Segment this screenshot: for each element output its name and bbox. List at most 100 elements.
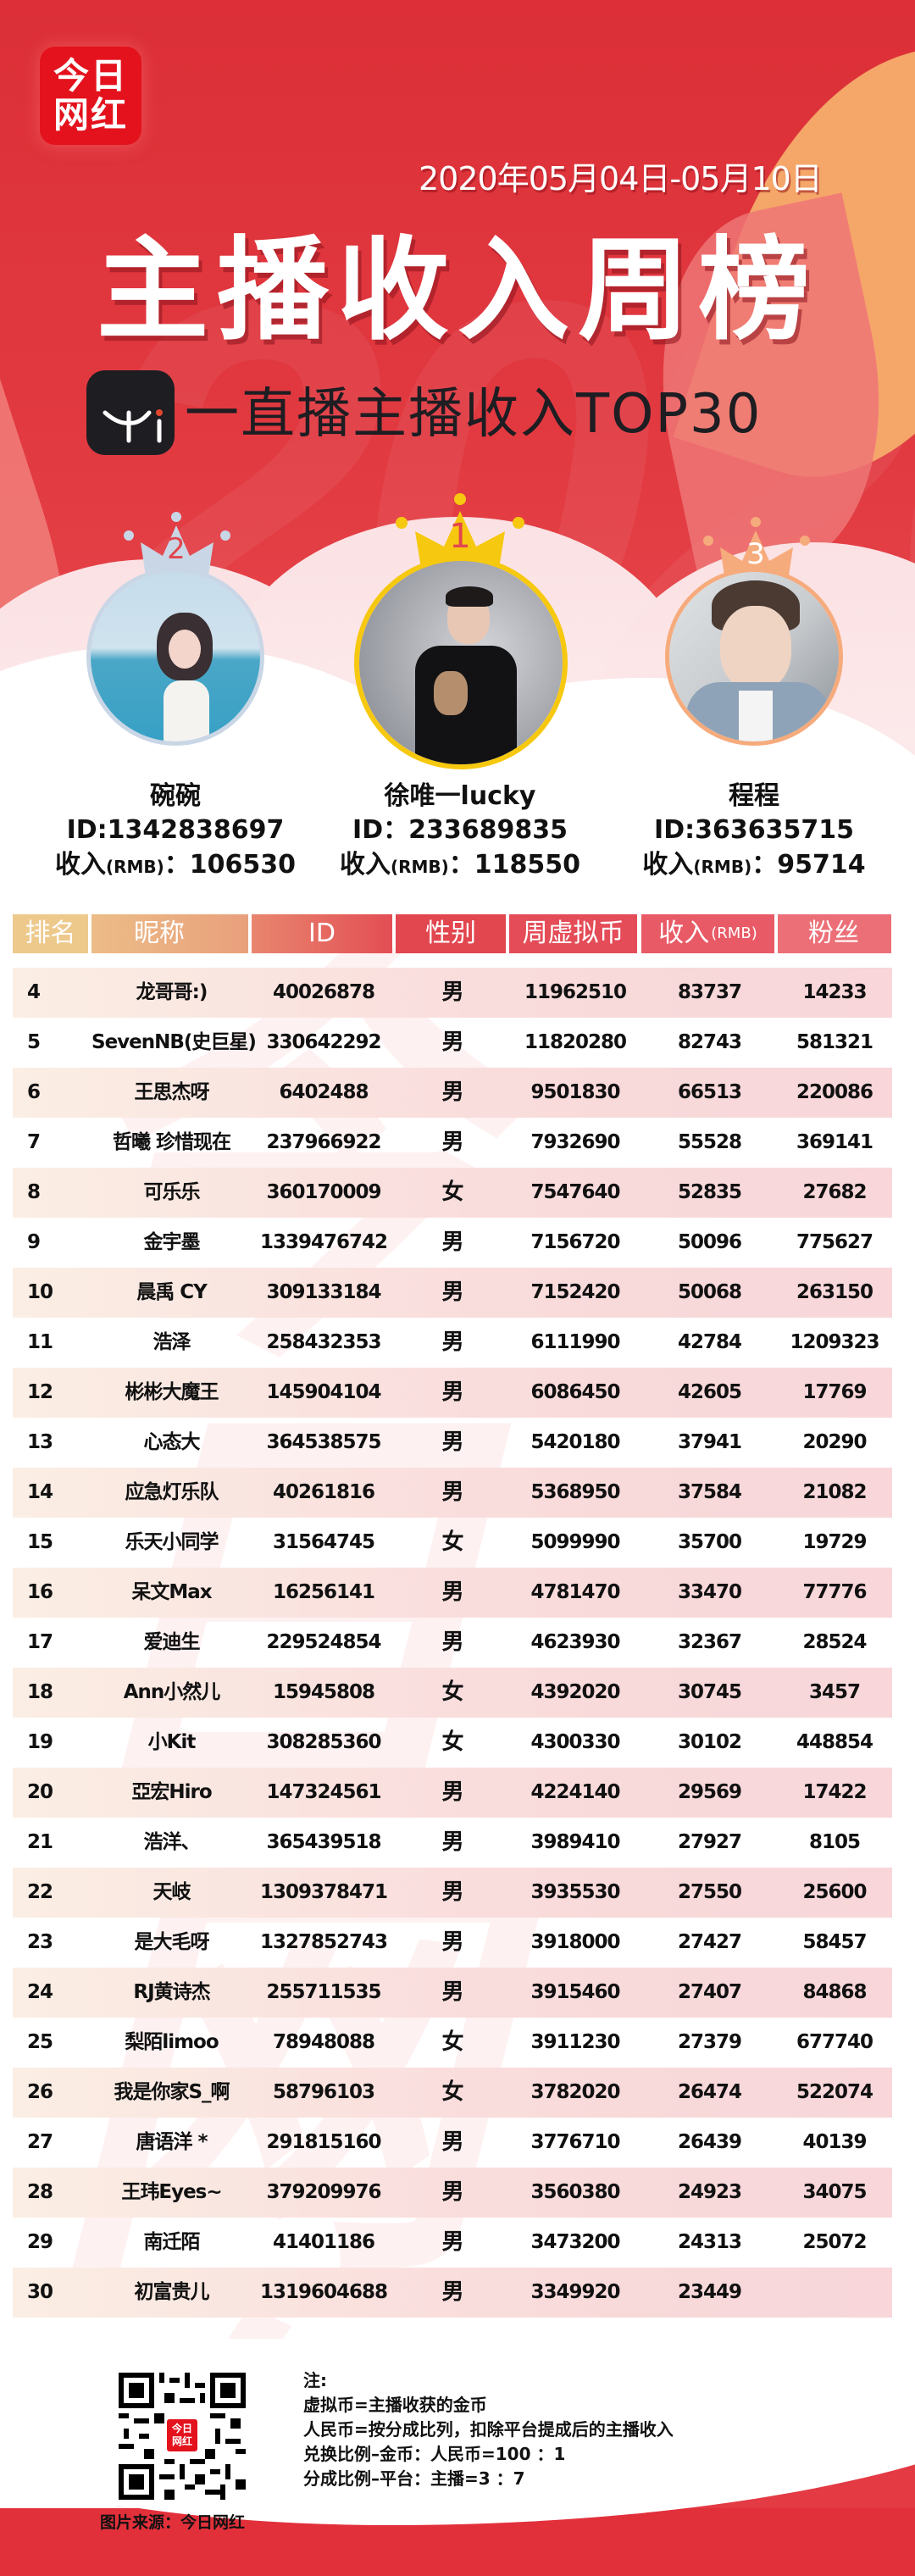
cell-gender: 男 — [441, 2279, 463, 2305]
cell-fans: 522074 — [796, 2081, 873, 2103]
cell-weekly-coins: 11962510 — [524, 981, 627, 1003]
avatar-rank-3[interactable] — [665, 568, 843, 746]
cell-nickname: 王思杰呀 — [134, 1081, 210, 1103]
income-label: 收入 — [339, 850, 391, 880]
cell-fans: 581321 — [796, 1031, 873, 1053]
podium-info-rank-2: 碗碗 ID:1342838697 收入(RMB)：106530 — [36, 780, 315, 885]
cell-weekly-coins: 6086450 — [530, 1381, 620, 1403]
cell-fans: 448854 — [796, 1731, 873, 1753]
avatar-rank-1[interactable] — [354, 556, 568, 769]
cell-weekly-coins: 3560380 — [530, 2181, 620, 2203]
cell-id: 255711535 — [266, 1981, 381, 2003]
cell-fans: 14233 — [802, 981, 867, 1003]
cell-id: 258432353 — [266, 1331, 381, 1353]
streamer-income: 收入(RMB)：118550 — [320, 847, 600, 885]
cell-id: 229524854 — [266, 1631, 381, 1653]
cell-fans: 34075 — [802, 2181, 867, 2203]
cell-income: 27427 — [677, 1931, 742, 1953]
cell-gender: 女 — [441, 2079, 463, 2105]
rank-badge: 3 — [746, 537, 765, 571]
cell-fans — [778, 2268, 891, 2318]
table-row: 15 乐天小同学 31564745 女 5099990 35700 19729 — [13, 1518, 892, 1568]
cell-id: 15945808 — [272, 1681, 375, 1703]
table-row: 20 亞宏Hiro 147324561 男 4224140 29569 17422 — [13, 1768, 892, 1818]
cell-gender: 男 — [441, 1430, 463, 1455]
cell-id: 1339476742 — [259, 1231, 388, 1253]
cell-id: 365439518 — [266, 1831, 381, 1853]
cell-id: 147324561 — [266, 1781, 381, 1803]
cell-gender: 男 — [441, 1779, 463, 1805]
table-row: 9 金宇墨 1339476742 男 7156720 50096 775627 — [13, 1218, 892, 1268]
cell-weekly-coins: 7156720 — [530, 1231, 620, 1253]
cell-nickname: 浩泽 — [152, 1331, 191, 1353]
table-row: 24 RJ黄诗杰 255711535 男 3915460 27407 84868 — [13, 1968, 892, 2018]
cell-weekly-coins: 5420180 — [530, 1431, 620, 1453]
cell-income: 82743 — [677, 1031, 742, 1053]
cell-rank: 10 — [27, 1281, 53, 1303]
cell-gender: 男 — [441, 1380, 463, 1405]
rank-badge: 2 — [167, 532, 186, 566]
cell-weekly-coins: 3915460 — [530, 1981, 620, 2003]
cell-fans: 17422 — [802, 1781, 867, 1803]
cell-rank: 18 — [27, 1681, 53, 1703]
cell-gender: 男 — [441, 1080, 463, 1105]
cell-income: 83737 — [677, 981, 742, 1003]
cell-rank: 23 — [27, 1931, 53, 1953]
table-row: 28 王玮Eyes~ 379209976 男 3560380 24923 34075 — [13, 2168, 892, 2218]
income-label: 收入 — [642, 850, 694, 880]
cell-income: 30745 — [677, 1681, 742, 1703]
cell-fans: 28524 — [802, 1631, 867, 1653]
header-id: ID — [252, 914, 392, 953]
note-line: 注: — [303, 2370, 327, 2390]
cell-nickname: 心态大 — [143, 1431, 201, 1453]
cell-weekly-coins: 4392020 — [530, 1681, 620, 1703]
cell-id: 78948088 — [272, 2031, 375, 2053]
cell-id: 1319604688 — [259, 2281, 388, 2303]
cell-nickname: RJ黄诗杰 — [133, 1981, 210, 2003]
cell-rank: 28 — [27, 2181, 53, 2203]
cell-nickname: 唐语洋 * — [136, 2131, 208, 2153]
cell-rank: 27 — [27, 2131, 53, 2153]
cell-fans: 20290 — [802, 1431, 867, 1453]
crown-icon — [120, 508, 232, 576]
cell-income: 33470 — [677, 1581, 742, 1603]
cell-fans: 369141 — [796, 1131, 873, 1153]
table-row: 30 初富贵儿 1319604688 男 3349920 23449 — [13, 2268, 892, 2318]
table-row: 21 浩洋、 365439518 男 3989410 27927 8105 — [13, 1818, 892, 1868]
qr-code[interactable]: 今日 网红 — [119, 2373, 246, 2500]
cell-nickname: 浩洋、 — [143, 1831, 201, 1853]
cell-gender: 男 — [441, 1979, 463, 2005]
cell-gender: 男 — [441, 1629, 463, 1655]
header-nickname: 昵称 — [92, 914, 248, 953]
cell-fans: 220086 — [796, 1081, 873, 1103]
cell-nickname: 金宇墨 — [143, 1231, 201, 1253]
note-line: 兑换比例–金币：人民币=100 ：1 — [303, 2444, 566, 2464]
table-row: 13 心态大 364538575 男 5420180 37941 20290 — [13, 1418, 892, 1468]
cell-income: 42784 — [677, 1331, 742, 1353]
cell-weekly-coins: 9501830 — [530, 1081, 620, 1103]
cell-income: 50068 — [677, 1281, 742, 1303]
cell-nickname: 南迁陌 — [143, 2231, 201, 2253]
cell-id: 58796103 — [272, 2081, 375, 2103]
cell-nickname: 可乐乐 — [143, 1181, 201, 1203]
cell-id: 309133184 — [266, 1281, 381, 1303]
cell-nickname: 爱迪生 — [143, 1631, 201, 1653]
note-line: 虚拟币=主播收获的金币 — [303, 2395, 487, 2415]
cell-id: 237966922 — [266, 1131, 381, 1153]
cell-income: 35700 — [677, 1531, 742, 1553]
cell-weekly-coins: 3911230 — [530, 2031, 620, 2053]
avatar-rank-2[interactable] — [86, 568, 264, 746]
cell-nickname: 王玮Eyes~ — [121, 2181, 222, 2203]
cell-gender: 男 — [441, 1130, 463, 1155]
cell-fans: 19729 — [802, 1531, 867, 1553]
cell-income: 30102 — [677, 1731, 742, 1753]
cell-weekly-coins: 3918000 — [530, 1931, 620, 1953]
cell-weekly-coins: 3989410 — [530, 1831, 620, 1853]
cell-income: 29569 — [677, 1781, 742, 1803]
cell-income: 55528 — [677, 1131, 742, 1153]
table-row: 22 天岐 1309378471 男 3935530 27550 25600 — [13, 1868, 892, 1918]
table-header: 排名 昵称 ID 性别 周虚拟币 收入 (RMB) 粉丝 — [13, 914, 892, 953]
cell-income: 37584 — [677, 1481, 742, 1503]
ranking-table: 排名 昵称 ID 性别 周虚拟币 收入 (RMB) 粉丝 4 龙哥哥:) 400268… — [13, 914, 892, 2318]
cell-nickname: 呆文Max — [131, 1581, 212, 1603]
